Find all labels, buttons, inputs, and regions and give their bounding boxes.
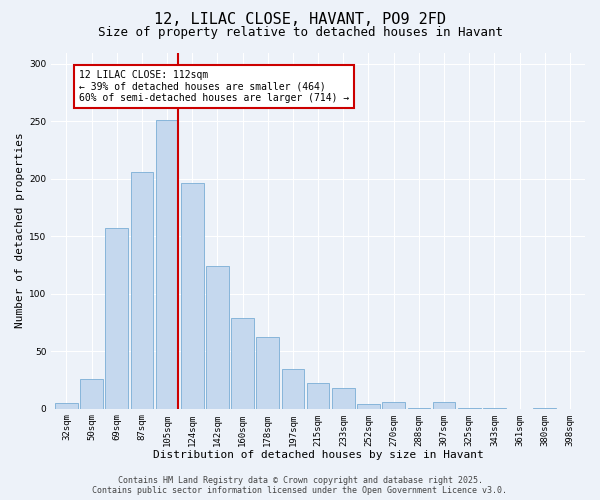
Bar (181, 184, 203, 408)
Bar (55, 403, 78, 408)
Text: 12, LILAC CLOSE, HAVANT, PO9 2FD: 12, LILAC CLOSE, HAVANT, PO9 2FD (154, 12, 446, 28)
Bar (433, 402, 455, 408)
Text: 12 LILAC CLOSE: 112sqm
← 39% of detached houses are smaller (464)
60% of semi-de: 12 LILAC CLOSE: 112sqm ← 39% of detached… (79, 70, 349, 103)
Bar (357, 404, 380, 408)
Y-axis label: Number of detached properties: Number of detached properties (15, 132, 25, 328)
Bar (281, 368, 304, 408)
X-axis label: Distribution of detached houses by size in Havant: Distribution of detached houses by size … (153, 450, 484, 460)
Text: Contains HM Land Registry data © Crown copyright and database right 2025.
Contai: Contains HM Land Registry data © Crown c… (92, 476, 508, 495)
Text: Size of property relative to detached houses in Havant: Size of property relative to detached ho… (97, 26, 503, 39)
Bar (156, 120, 178, 408)
Bar (256, 338, 279, 408)
Bar (206, 266, 229, 408)
Bar (106, 228, 128, 408)
Bar (382, 402, 405, 408)
Bar (231, 318, 254, 408)
Bar (332, 388, 355, 408)
Bar (307, 384, 329, 408)
Bar (80, 379, 103, 408)
Bar (131, 172, 153, 408)
